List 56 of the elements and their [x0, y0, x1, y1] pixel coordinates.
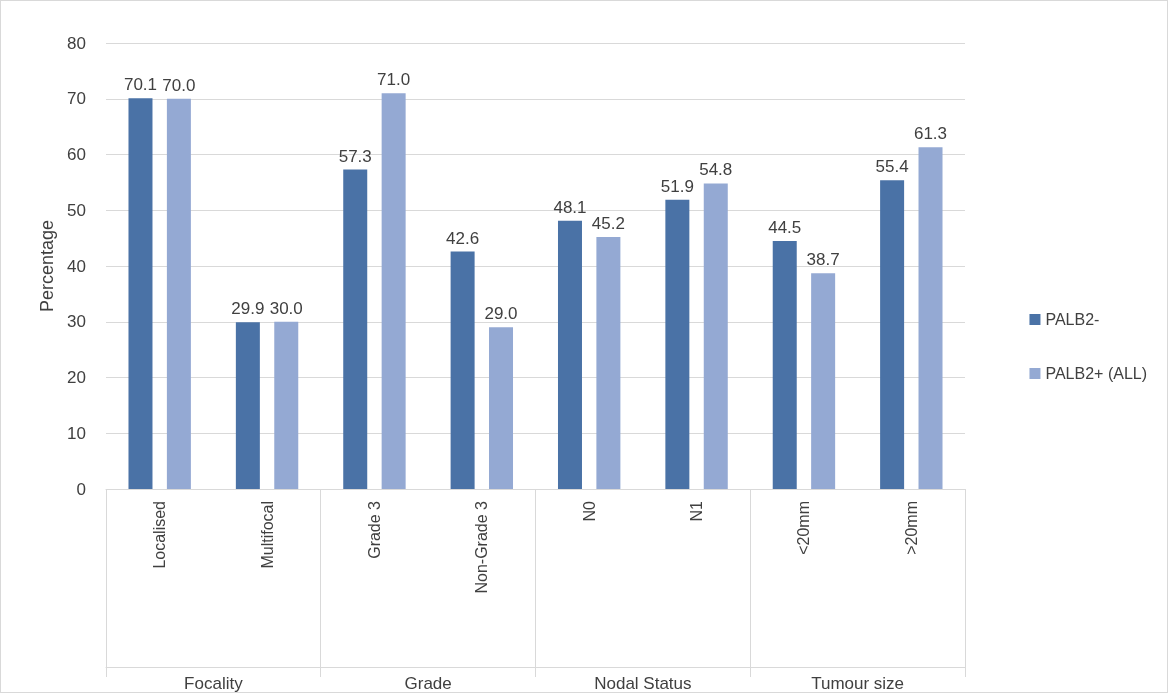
bar [880, 180, 905, 489]
x-tick-label: N1 [688, 500, 706, 522]
text: Focality [184, 674, 244, 693]
legend-label: PALB2- [1045, 311, 1100, 328]
x-tick-label: N0 [580, 500, 598, 522]
bar [918, 147, 943, 489]
x-tick-label: Multifocal [258, 501, 276, 569]
text: Tumour size [811, 674, 905, 693]
y-tick-label: 60 [67, 145, 86, 164]
x-tick-label: >20mm [902, 501, 920, 555]
y-tick-label: 50 [67, 200, 86, 220]
data-label: 45.2 [591, 214, 625, 234]
data-label: 48.1 [553, 197, 587, 217]
bar [343, 169, 368, 489]
x-tick-label: Localised [151, 501, 169, 569]
bar [128, 98, 153, 489]
bar [235, 322, 260, 489]
data-label: 61.3 [913, 124, 948, 144]
y-tick-label: 70 [67, 89, 86, 109]
y-tick-label: 10 [67, 423, 86, 443]
y-tick-label: 0 [76, 479, 86, 499]
data-label: 30.0 [269, 298, 303, 318]
data-label: 29.9 [231, 299, 265, 319]
legend-label: PALB2+ (ALL) [1045, 365, 1148, 382]
bar [703, 183, 728, 489]
data-label: 71.0 [377, 70, 411, 90]
bar [450, 251, 475, 489]
y-axis-title: Percentage [37, 219, 58, 313]
x-tick-label: Grade 3 [365, 500, 383, 559]
data-label: 55.4 [875, 157, 909, 177]
data-label: 51.9 [660, 176, 694, 196]
y-tick-label: 80 [67, 33, 86, 53]
text: Grade [404, 674, 452, 693]
bar [557, 220, 582, 489]
bar [811, 273, 836, 489]
bar [596, 237, 621, 489]
y-tick-label: 40 [67, 256, 86, 276]
x-tick-label: Non-Grade 3 [473, 500, 491, 594]
data-label: 42.6 [446, 228, 480, 248]
bar [665, 199, 690, 489]
bar [274, 321, 299, 489]
data-label: 57.3 [338, 146, 372, 166]
data-label: 29.0 [484, 304, 518, 324]
bar [381, 93, 406, 489]
text: Nodal Status [594, 674, 692, 693]
y-tick-label: 30 [67, 312, 86, 332]
bar [166, 98, 191, 489]
bar [772, 240, 797, 489]
data-label: 70.1 [123, 75, 158, 95]
bar [489, 327, 514, 489]
data-label: 70.0 [162, 75, 196, 95]
data-label: 38.7 [806, 250, 840, 270]
x-tick-label: <20mm [795, 501, 813, 555]
data-label: 54.8 [699, 160, 733, 180]
data-label: 44.5 [768, 217, 802, 237]
y-tick-label: 20 [67, 368, 86, 387]
